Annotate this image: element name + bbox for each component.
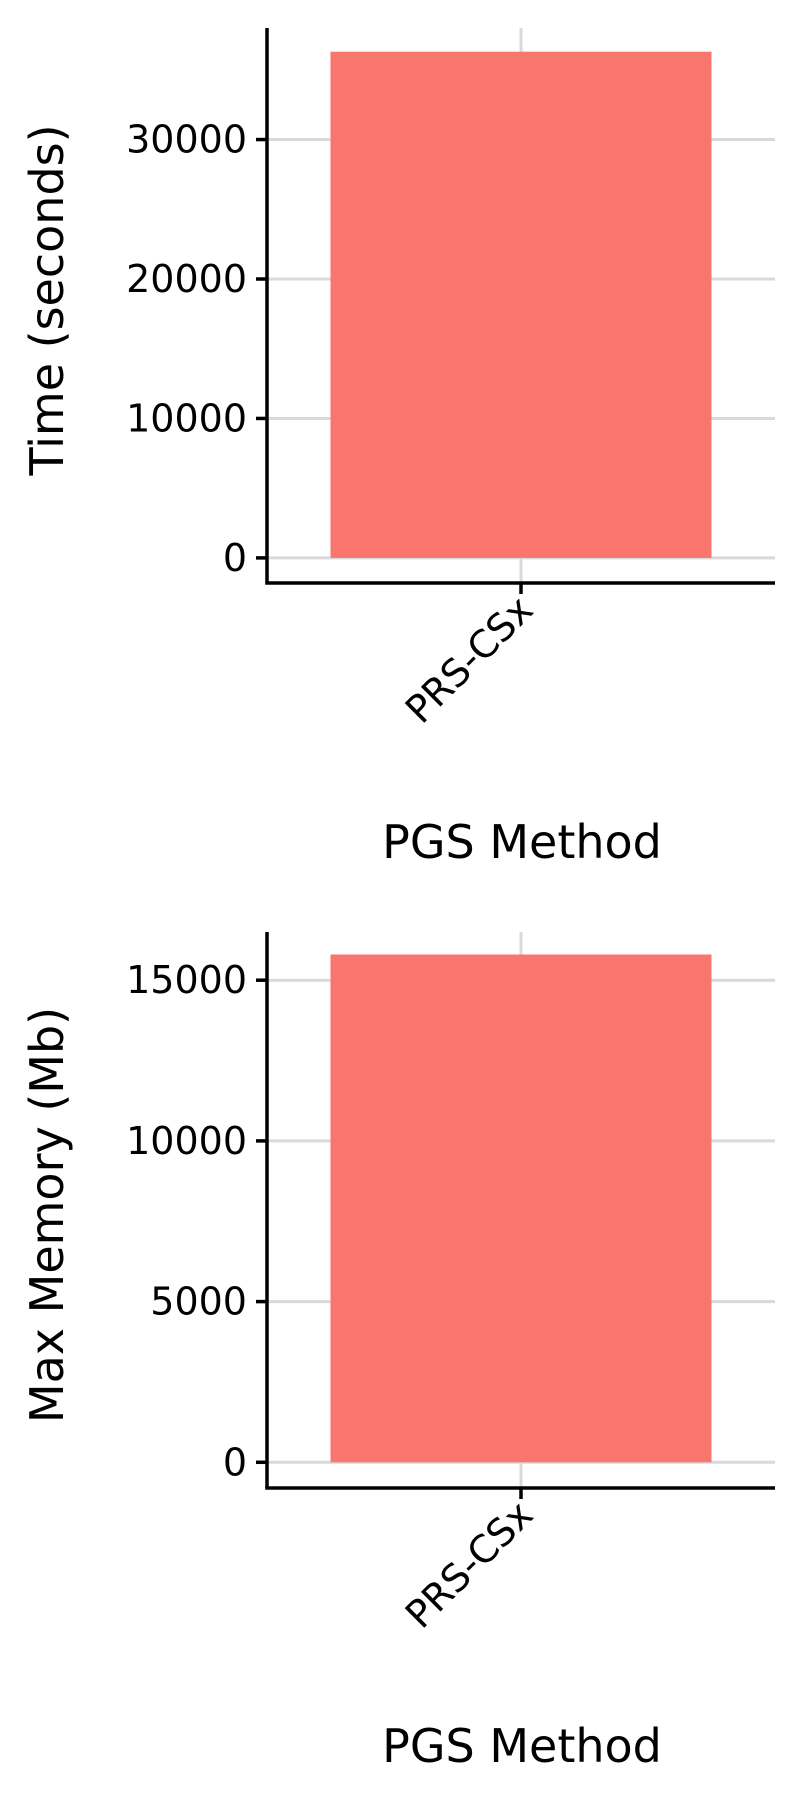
time-x-axis-label: PGS Method [382,815,662,869]
memory-y-tick-label: 0 [223,1440,247,1484]
time-y-tick-label: 10000 [126,396,247,440]
memory-y-tick-label: 5000 [150,1280,247,1324]
time-bars [330,51,712,558]
memory-y-axis-label: Max Memory (Mb) [20,1007,74,1423]
time-y-tick-label: 20000 [126,257,247,301]
time-y-tick-label: 0 [223,536,247,580]
memory-y-tick-label: 15000 [126,958,247,1002]
memory-bar [330,954,712,1463]
time-y-axis-label: Time (seconds) [20,124,74,476]
memory-y-ticks: 0 5000 10000 15000 [126,958,267,1484]
memory-x-axis-label: PGS Method [382,1719,662,1773]
time-y-ticks: 0 10000 20000 30000 [126,118,267,580]
memory-y-tick-label: 10000 [126,1119,247,1163]
memory-bars [330,954,712,1463]
time-y-tick-label: 30000 [126,118,247,162]
time-bar [330,51,712,558]
